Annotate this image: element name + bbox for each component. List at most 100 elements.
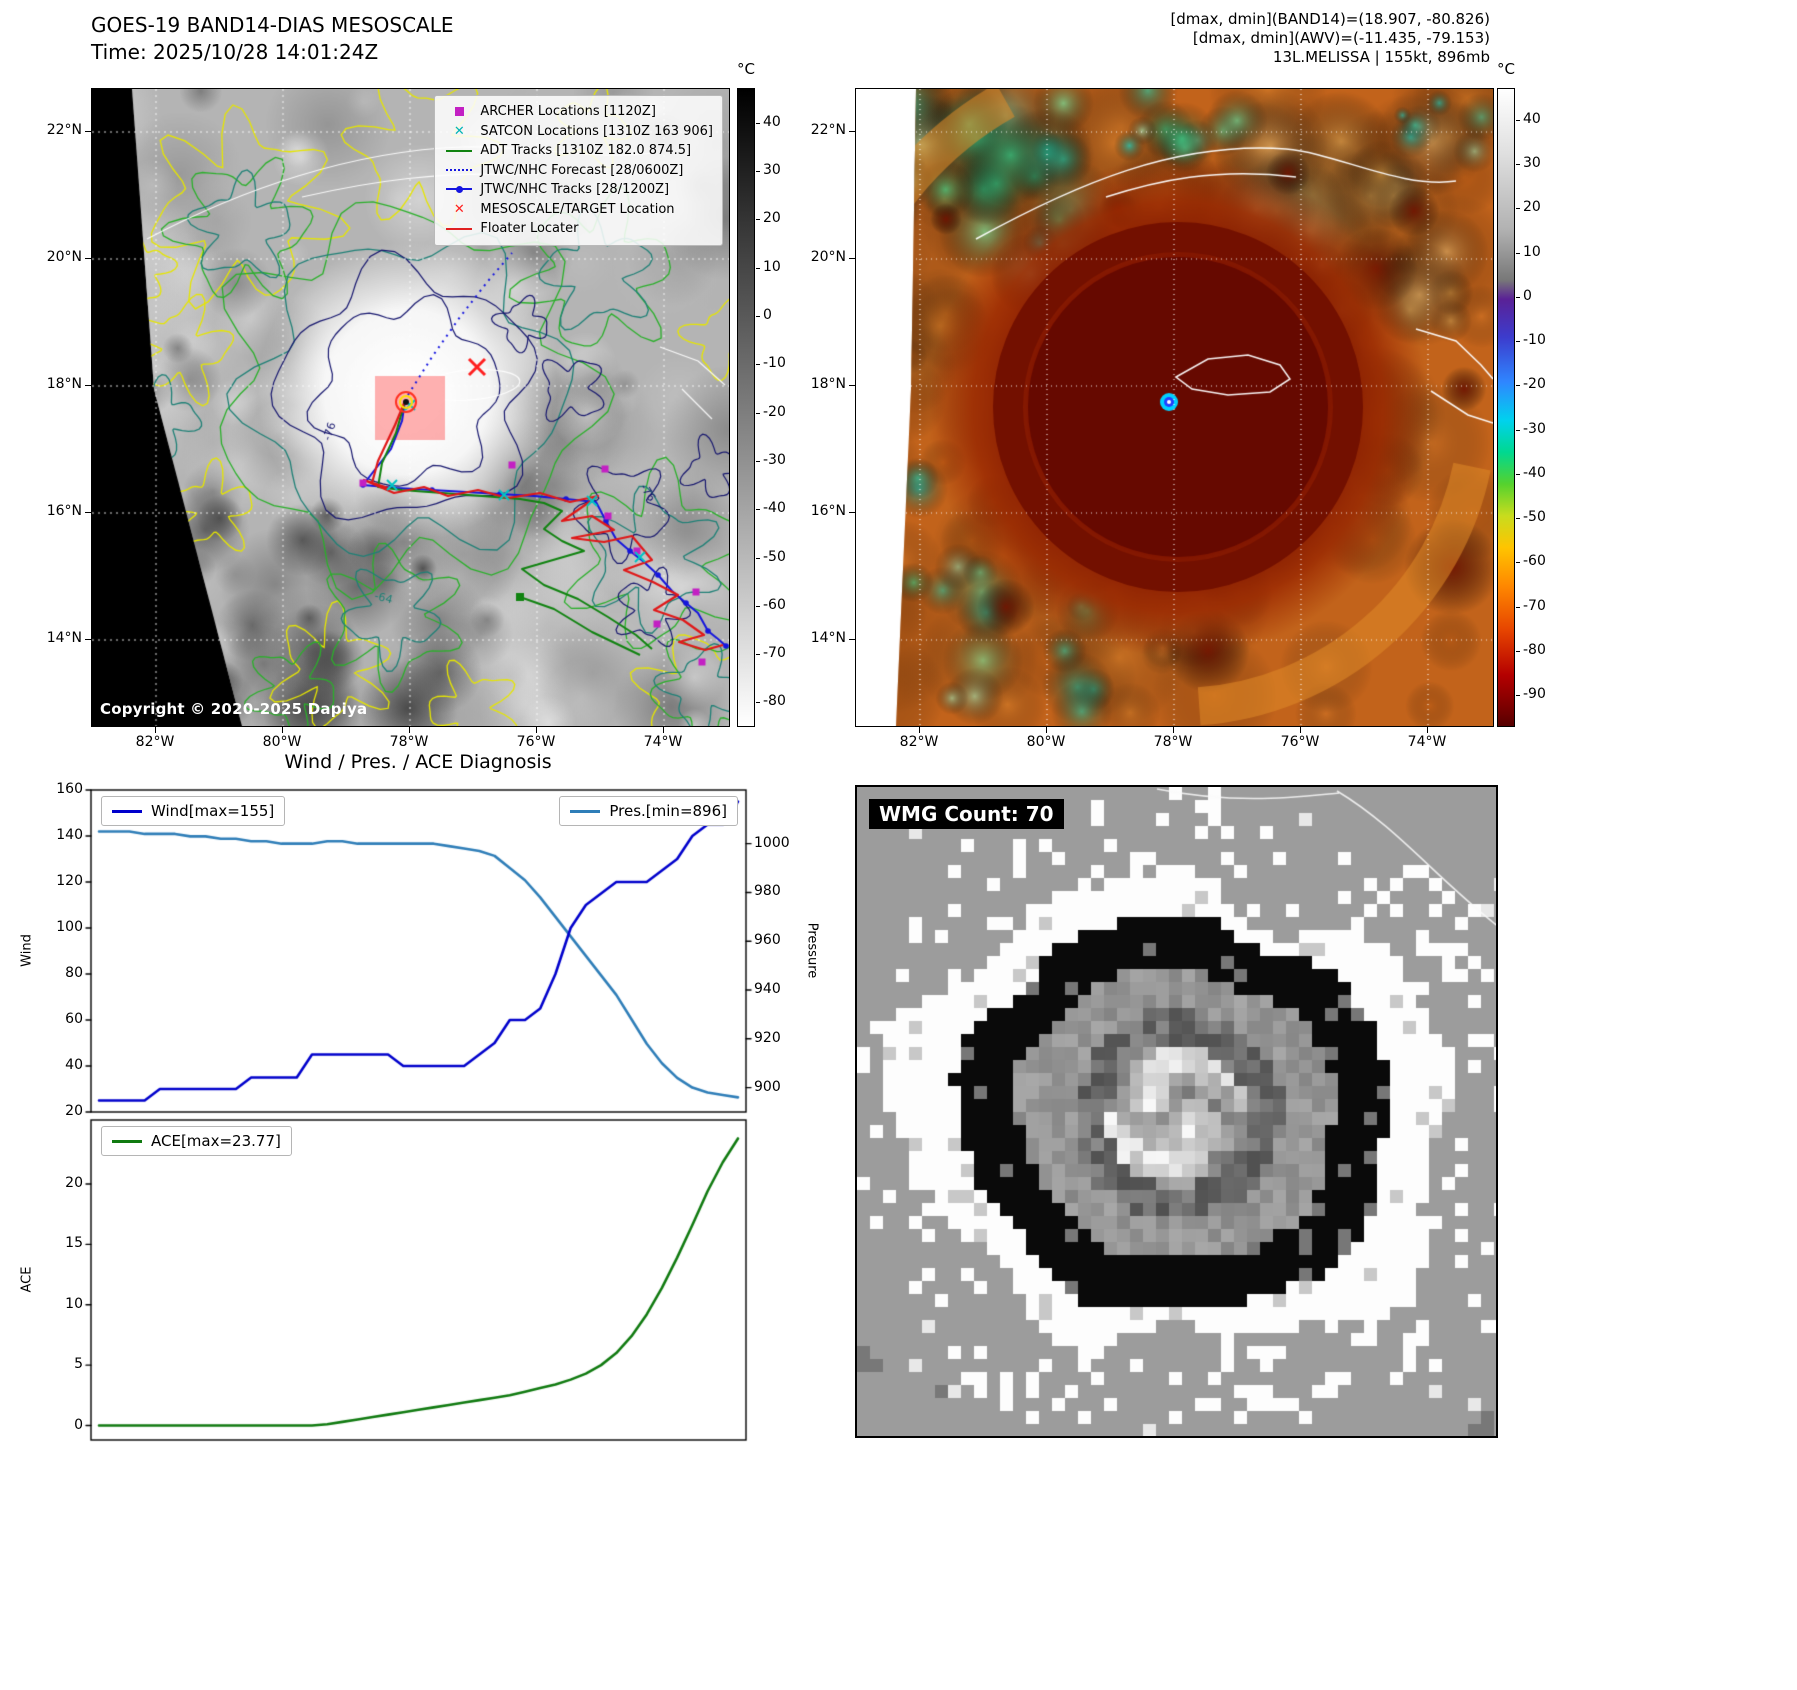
awv-lat-label: 18°N (810, 376, 846, 392)
pressure-ytick-label: 1000 (754, 834, 790, 851)
wind-ytick-label: 140 (56, 827, 83, 843)
axis-tick (756, 509, 760, 511)
diagnosis-charts (60, 780, 770, 1448)
band14-lon-label: 82°W (135, 734, 175, 750)
band14-lat-label: 22°N (46, 122, 82, 138)
axis-tick (919, 727, 920, 733)
ace-legend: ACE[max=23.77] (101, 1126, 292, 1156)
axis-tick (756, 171, 760, 173)
band14-lat-label: 20°N (46, 249, 82, 265)
axis-tick (1516, 296, 1520, 298)
band14-map: ARCHER Locations [1120Z] ✕ SATCON Location… (91, 88, 730, 727)
legend-line-icon (570, 809, 601, 813)
copyright-label: Copyright © 2020-2025 Dapiya (100, 700, 368, 718)
band14-lat-label: 18°N (46, 376, 82, 392)
axis-tick (1300, 727, 1301, 733)
band14-colorbar-tick: -50 (763, 548, 786, 565)
axis-tick (1516, 650, 1520, 652)
awv-colorbar-tick: -50 (1523, 509, 1546, 526)
storm-id-label: 13L.MELISSA | 155kt, 896mb (1272, 48, 1490, 66)
legend-item: JTWC/NHC Forecast [28/0600Z] (444, 161, 713, 181)
ace-ytick-label: 20 (65, 1175, 83, 1191)
legend-item: ADT Tracks [1310Z 182.0 874.5] (444, 141, 713, 161)
awv-lon-label: 74°W (1407, 734, 1447, 750)
legend-line-icon (112, 809, 142, 813)
axis-tick (85, 258, 91, 259)
band14-colorbar-tick: -60 (763, 596, 786, 613)
axis-tick (1516, 606, 1520, 608)
legend-item: ✕ MESOSCALE/TARGET Location (444, 200, 713, 220)
band14-lat-label: 16°N (46, 503, 82, 519)
legend-item-label: SATCON Locations [1310Z 163 906] (480, 123, 713, 139)
diagnosis-title: Wind / Pres. / ACE Diagnosis (284, 751, 552, 773)
ace-legend-label: ACE[max=23.77] (151, 1132, 281, 1150)
wind-ytick-label: 60 (65, 1011, 83, 1027)
awv-colorbar-tick: -20 (1523, 376, 1546, 393)
band14-time: Time: 2025/10/28 14:01:24Z (91, 40, 379, 64)
axis-tick (849, 385, 855, 386)
awv-map (855, 88, 1494, 727)
wmg-panel: WMG Count: 70 (855, 785, 1498, 1438)
legend-line-icon (112, 1139, 142, 1143)
legend-item-label: ADT Tracks [1310Z 182.0 874.5] (480, 143, 692, 159)
axis-tick (1516, 473, 1520, 475)
legend-item: ✕ SATCON Locations [1310Z 163 906] (444, 122, 713, 142)
awv-lat-label: 20°N (810, 249, 846, 265)
pres-legend: Pres.[min=896] (559, 796, 738, 826)
legend-item: JTWC/NHC Tracks [28/1200Z] (444, 180, 713, 200)
line-marker-icon (444, 149, 474, 152)
awv-dmax-band14-label: [dmax, dmin](BAND14)=(18.907, -80.826) (1170, 10, 1490, 28)
band14-title: GOES-19 BAND14-DIAS MESOSCALE (91, 13, 454, 37)
pres-legend-label: Pres.[min=896] (609, 802, 727, 820)
awv-dmax-awv-label: [dmax, dmin](AWV)=(-11.435, -79.153) (1192, 29, 1490, 47)
band14-lon-label: 74°W (643, 734, 683, 750)
axis-tick (756, 702, 760, 704)
axis-tick (1516, 429, 1520, 431)
awv-colorbar (1497, 88, 1515, 727)
awv-lon-label: 76°W (1280, 734, 1320, 750)
awv-colorbar-tick: -70 (1523, 597, 1546, 614)
wind-legend: Wind[max=155] (101, 796, 286, 826)
legend-item-label: JTWC/NHC Tracks [28/1200Z] (480, 182, 670, 198)
axis-tick (1516, 164, 1520, 166)
axis-tick (1516, 385, 1520, 387)
line-marker-icon (444, 227, 474, 230)
axis-tick (85, 131, 91, 132)
legend-item: ARCHER Locations [1120Z] (444, 102, 713, 122)
axis-tick (282, 727, 283, 733)
awv-colorbar-tick: -40 (1523, 464, 1546, 481)
wind-legend-label: Wind[max=155] (151, 802, 275, 820)
awv-lat-label: 14°N (810, 630, 846, 646)
wmg-count-label: WMG Count: 70 (869, 799, 1064, 829)
axis-tick (756, 412, 760, 414)
axis-tick (849, 639, 855, 640)
awv-lon-label: 80°W (1026, 734, 1066, 750)
square-marker-icon (444, 107, 474, 117)
awv-colorbar-tick: 10 (1523, 243, 1541, 260)
ace-ytick-label: 15 (65, 1235, 83, 1252)
pressure-axis-title: Pressure (804, 922, 820, 979)
axis-tick (1516, 562, 1520, 564)
axis-tick (85, 512, 91, 513)
x-marker-icon: ✕ (453, 123, 465, 139)
wind-ytick-label: 160 (56, 781, 83, 797)
awv-colorbar-tick: -80 (1523, 641, 1546, 658)
pressure-ytick-label: 940 (754, 981, 781, 998)
band14-lon-label: 80°W (262, 734, 302, 750)
band14-colorbar-tick: -40 (763, 500, 786, 517)
dotted-line-marker-icon (444, 169, 474, 172)
axis-tick (1427, 727, 1428, 733)
ace-axis-title: ACE (19, 1266, 35, 1293)
band14-header: GOES-19 BAND14-DIAS MESOSCALE Time: 2025… (91, 12, 454, 66)
awv-lat-label: 22°N (810, 122, 846, 138)
axis-tick (1516, 252, 1520, 254)
legend-item: Floater Locater (444, 219, 713, 239)
axis-tick (155, 727, 156, 733)
band14-colorbar-tick: -80 (763, 693, 786, 710)
band14-colorbar-tick: 10 (763, 258, 781, 275)
wind-axis-title: Wind (19, 934, 35, 967)
band14-colorbar-tick: -20 (763, 403, 786, 420)
band14-legend: ARCHER Locations [1120Z] ✕ SATCON Location… (434, 95, 723, 246)
ace-ytick-label: 0 (74, 1416, 83, 1433)
